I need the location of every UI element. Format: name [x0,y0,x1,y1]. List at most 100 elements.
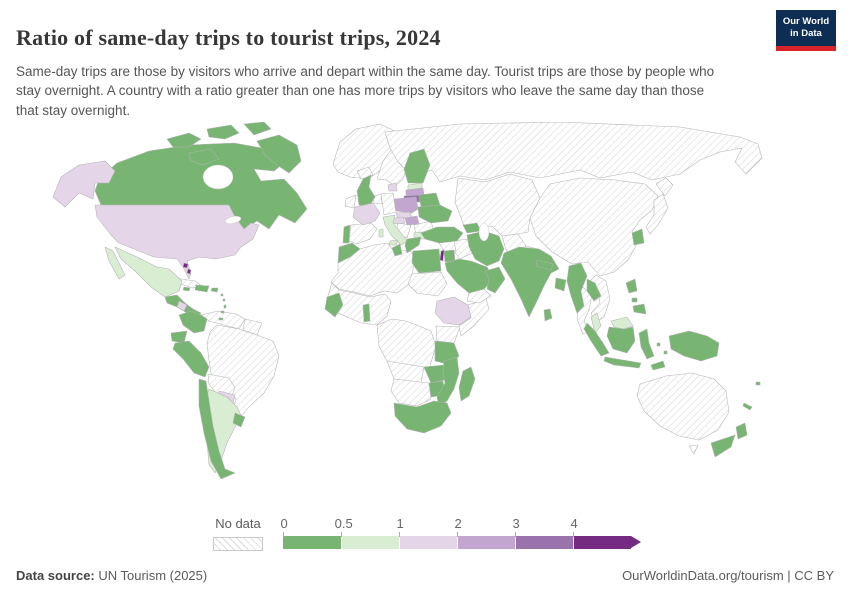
legend-tick-label: 3 [512,516,520,531]
country-puerto-rico[interactable] [210,287,219,293]
country-china-mongolia[interactable] [529,177,659,277]
country-sri-lanka[interactable] [543,308,553,322]
owid-logo-line1: Our World [782,16,830,27]
country-mexico[interactable] [114,246,183,298]
country-finland[interactable] [403,148,431,184]
legend-segment-1-2[interactable] [399,536,457,549]
country-united-states[interactable] [94,204,260,280]
country-honduras-nicaragua[interactable] [176,300,188,312]
country-philippines[interactable] [625,278,647,315]
country-canada-arctic-3[interactable] [243,122,272,136]
country-indonesia-sulawesi[interactable] [638,328,655,360]
country-jordan[interactable] [443,249,456,263]
world-choropleth-map[interactable] [40,122,810,512]
country-jamaica[interactable] [182,286,191,292]
country-indonesia-sumatra[interactable] [583,322,610,357]
country-senegal[interactable] [324,292,344,318]
country-morocco[interactable] [337,242,361,264]
country-myanmar[interactable] [566,262,588,314]
country-madagascar[interactable] [458,366,476,402]
country-sudan[interactable] [407,271,448,297]
country-timor-leste[interactable] [650,360,666,371]
legend-segment-4+[interactable] [573,536,631,549]
footer-link[interactable]: OurWorldinData.org/tourism [622,568,784,583]
legend-segment-0.5-1[interactable] [341,536,399,549]
country-indonesia-borneo[interactable] [606,326,636,354]
great-lakes [224,215,242,225]
country-somalia[interactable] [458,298,490,337]
country-laos[interactable] [586,278,602,302]
country-malaysia-peninsula[interactable] [590,312,602,334]
color-legend[interactable]: 0 0.5 1 2 3 4 [280,516,643,549]
legend-segment-2-3[interactable] [457,536,515,549]
legend-segment-0-0.5[interactable] [283,536,341,549]
country-colombia[interactable] [178,310,208,334]
country-ukraine[interactable] [417,204,453,224]
country-ethiopia[interactable] [434,296,472,326]
country-fiji[interactable] [755,381,761,386]
country-portugal[interactable] [342,224,351,244]
country-lesser-antilles[interactable] [218,293,227,321]
country-japan[interactable] [645,177,674,235]
country-mexico-baja[interactable] [104,246,126,280]
country-south-africa[interactable] [393,400,452,434]
country-nepal[interactable] [535,259,554,271]
country-indonesia-maluku[interactable] [656,342,668,355]
legend-tick-label: 4 [570,516,578,531]
country-uruguay[interactable] [232,412,246,428]
country-spain[interactable] [348,222,378,245]
country-hungary[interactable] [404,215,420,226]
legend-ticks: 0 0.5 1 2 3 4 [280,516,643,537]
country-benelux[interactable] [372,193,383,205]
country-israel[interactable] [439,249,445,262]
country-denmark[interactable] [387,182,398,192]
legend-tick-mark [399,532,400,537]
country-kenya[interactable] [435,325,461,344]
country-greece[interactable] [404,236,422,254]
country-bahamas[interactable] [182,262,192,275]
country-sicily[interactable] [388,239,399,246]
country-united-kingdom[interactable] [356,174,376,208]
legend-nodata[interactable]: No data [210,516,266,551]
country-new-guinea[interactable] [668,330,720,362]
country-canada-baffin[interactable] [256,134,302,174]
legend-tick-label: 0 [280,516,288,531]
legend-segment-3-4[interactable] [515,536,573,549]
country-india[interactable] [500,246,560,318]
country-russia[interactable] [384,122,763,183]
footer-separator: | [783,568,795,583]
country-canada-arctic-1[interactable] [166,132,202,148]
country-turkey[interactable] [420,226,464,244]
country-poland[interactable] [393,196,419,214]
country-ecuador[interactable] [170,330,188,344]
footer-license[interactable]: CC BY [794,568,834,583]
country-germany[interactable] [380,192,397,216]
country-new-zealand[interactable] [710,422,748,458]
country-canada-victoria[interactable] [188,148,220,166]
country-belarus[interactable] [418,192,441,208]
country-indonesia-java[interactable] [603,356,642,369]
country-namibia-botswana[interactable] [390,378,432,407]
country-peru[interactable] [172,340,210,378]
owid-logo[interactable]: Our World in Data [776,10,836,51]
caspian-sea [478,222,490,242]
country-egypt[interactable] [411,248,442,274]
country-bangladesh[interactable] [554,277,567,292]
country-dominican-republic[interactable] [194,284,210,293]
legend-bar[interactable] [283,536,643,549]
country-ireland[interactable] [344,194,357,209]
country-canada-arctic-2[interactable] [206,124,240,140]
country-tasmania[interactable] [688,444,699,455]
country-south-korea[interactable] [631,228,645,246]
country-sardinia[interactable] [378,228,384,238]
country-france[interactable] [352,202,381,226]
country-tunisia[interactable] [391,243,403,257]
country-central-africa[interactable] [376,318,437,374]
country-oman-uae[interactable] [484,266,506,294]
country-new-caledonia[interactable] [742,402,753,411]
country-chile[interactable] [198,378,236,480]
country-malaysia-borneo[interactable] [610,316,634,330]
country-australia[interactable] [636,372,730,441]
country-alaska[interactable] [52,160,116,208]
country-benin[interactable] [362,303,371,323]
